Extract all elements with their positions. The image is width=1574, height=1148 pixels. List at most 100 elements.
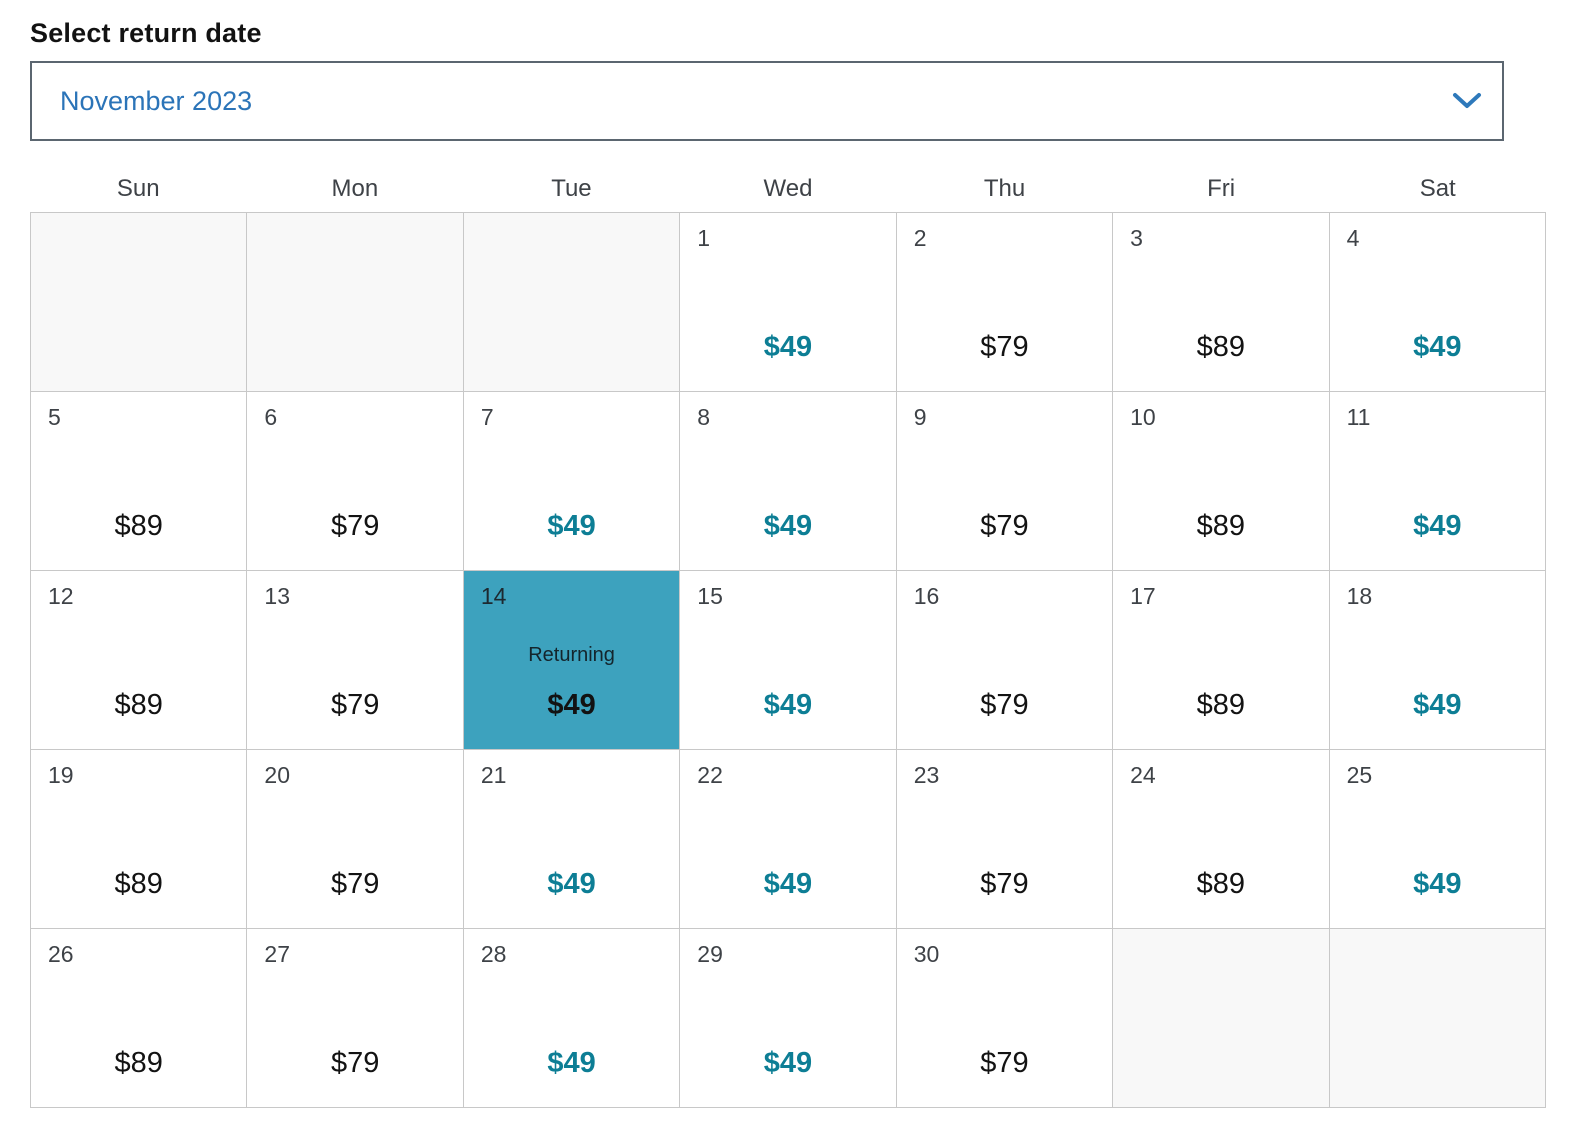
day-number: 12 xyxy=(48,583,74,609)
day-cell-29[interactable]: 29 $49 xyxy=(680,929,896,1107)
day-cell-2[interactable]: 2 $79 xyxy=(896,213,1113,391)
weekday-header-thu: Thu xyxy=(983,175,1026,202)
day-number: 16 xyxy=(913,583,940,609)
calendar-grid: 1 $49 2 $79 3 $89 4 $49 5 $89 6 $79 7 $49 8 $49 9 $79 10 $8… xyxy=(30,212,1546,1108)
day-number: 19 xyxy=(48,762,74,788)
empty-cell xyxy=(31,213,247,391)
weekday-header-mon: Mon xyxy=(331,175,379,202)
fare-price: $49 xyxy=(1413,868,1462,900)
fare-price: $49 xyxy=(763,868,813,900)
page-title: Select return date xyxy=(30,18,262,48)
day-cell-28[interactable]: 28 $49 xyxy=(463,929,680,1107)
day-number: 13 xyxy=(264,583,291,609)
fare-price: $49 xyxy=(1413,510,1462,542)
day-number: 22 xyxy=(697,762,723,788)
fare-price: $49 xyxy=(763,510,813,542)
day-number: 18 xyxy=(1346,583,1373,609)
day-cell-23[interactable]: 23 $79 xyxy=(896,750,1113,928)
fare-price: $49 xyxy=(763,1047,813,1079)
fare-price: $79 xyxy=(330,868,380,900)
fare-price: $49 xyxy=(763,689,813,721)
weekday-header-tue: Tue xyxy=(551,175,592,202)
day-cell-8[interactable]: 8 $49 xyxy=(680,392,896,570)
day-cell-14[interactable]: 14 Returning $49 xyxy=(463,571,680,749)
fare-price: $79 xyxy=(980,510,1029,542)
empty-cell xyxy=(463,213,680,391)
fare-price: $79 xyxy=(330,689,380,721)
day-number: 23 xyxy=(913,762,940,788)
day-cell-21[interactable]: 21 $49 xyxy=(463,750,680,928)
day-cell-16[interactable]: 16 $79 xyxy=(896,571,1113,749)
day-number: 11 xyxy=(1346,404,1371,430)
fare-price: $49 xyxy=(1413,689,1462,721)
day-number: 17 xyxy=(1130,583,1156,609)
weekday-header-wed: Wed xyxy=(763,175,813,202)
day-cell-1[interactable]: 1 $49 xyxy=(680,213,896,391)
day-number: 29 xyxy=(697,941,723,967)
fare-price: $79 xyxy=(330,510,380,542)
day-number: 4 xyxy=(1346,225,1360,251)
day-cell-10[interactable]: 10 $89 xyxy=(1113,392,1329,570)
day-cell-27[interactable]: 27 $79 xyxy=(247,929,463,1107)
chevron-down-icon xyxy=(1453,93,1481,108)
day-number: 8 xyxy=(697,404,711,430)
day-number: 2 xyxy=(913,225,927,251)
day-cell-26[interactable]: 26 $89 xyxy=(31,929,247,1107)
day-number: 20 xyxy=(264,762,291,788)
fare-price: $89 xyxy=(114,1047,163,1079)
empty-cell xyxy=(1329,929,1545,1107)
day-cell-19[interactable]: 19 $89 xyxy=(31,750,247,928)
empty-cell xyxy=(247,213,463,391)
day-cell-6[interactable]: 6 $79 xyxy=(247,392,463,570)
day-number: 6 xyxy=(264,404,278,430)
weekday-header-fri: Fri xyxy=(1207,175,1236,202)
day-number: 27 xyxy=(264,941,291,967)
fare-price: $79 xyxy=(980,689,1029,721)
day-cell-15[interactable]: 15 $49 xyxy=(680,571,896,749)
fare-price: $89 xyxy=(1196,689,1246,721)
day-cell-18[interactable]: 18 $49 xyxy=(1329,571,1545,749)
day-number: 15 xyxy=(697,583,723,609)
day-cell-12[interactable]: 12 $89 xyxy=(31,571,247,749)
day-cell-25[interactable]: 25 $49 xyxy=(1329,750,1545,928)
day-cell-9[interactable]: 9 $79 xyxy=(896,392,1113,570)
day-cell-13[interactable]: 13 $79 xyxy=(247,571,463,749)
empty-cell xyxy=(1113,929,1329,1107)
month-dropdown[interactable]: November 2023 xyxy=(30,61,1504,141)
day-cell-20[interactable]: 20 $79 xyxy=(247,750,463,928)
day-cell-30[interactable]: 30 $79 xyxy=(896,929,1113,1107)
fare-price: $89 xyxy=(114,868,163,900)
fare-price: $89 xyxy=(1196,868,1246,900)
day-number: 14 xyxy=(480,583,507,609)
fare-price: $49 xyxy=(547,1047,596,1079)
day-number: 3 xyxy=(1130,225,1143,251)
fare-price: $79 xyxy=(980,331,1029,363)
day-cell-11[interactable]: 11 $49 xyxy=(1329,392,1545,570)
fare-price: $79 xyxy=(330,1047,380,1079)
day-number: 5 xyxy=(48,404,61,430)
fare-price: $79 xyxy=(980,1047,1029,1079)
day-cell-4[interactable]: 4 $49 xyxy=(1329,213,1545,391)
day-cell-3[interactable]: 3 $89 xyxy=(1113,213,1329,391)
fare-price: $49 xyxy=(763,331,813,363)
month-dropdown-value: November 2023 xyxy=(60,85,253,116)
fare-price: $89 xyxy=(1196,510,1246,542)
day-number: 24 xyxy=(1130,762,1156,788)
day-number: 10 xyxy=(1130,404,1156,430)
day-cell-24[interactable]: 24 $89 xyxy=(1113,750,1329,928)
fare-price: $79 xyxy=(980,868,1029,900)
day-number: 7 xyxy=(480,404,494,430)
day-cell-5[interactable]: 5 $89 xyxy=(31,392,247,570)
day-number: 1 xyxy=(697,225,711,251)
weekday-header-sun: Sun xyxy=(116,175,160,202)
day-cell-22[interactable]: 22 $49 xyxy=(680,750,896,928)
fare-price: $89 xyxy=(114,510,163,542)
returning-label: Returning xyxy=(528,644,615,666)
fare-price: $89 xyxy=(1196,331,1246,363)
day-number: 25 xyxy=(1346,762,1373,788)
day-cell-17[interactable]: 17 $89 xyxy=(1113,571,1329,749)
fare-price: $49 xyxy=(547,868,596,900)
day-cell-7[interactable]: 7 $49 xyxy=(463,392,680,570)
day-number: 21 xyxy=(480,762,507,788)
